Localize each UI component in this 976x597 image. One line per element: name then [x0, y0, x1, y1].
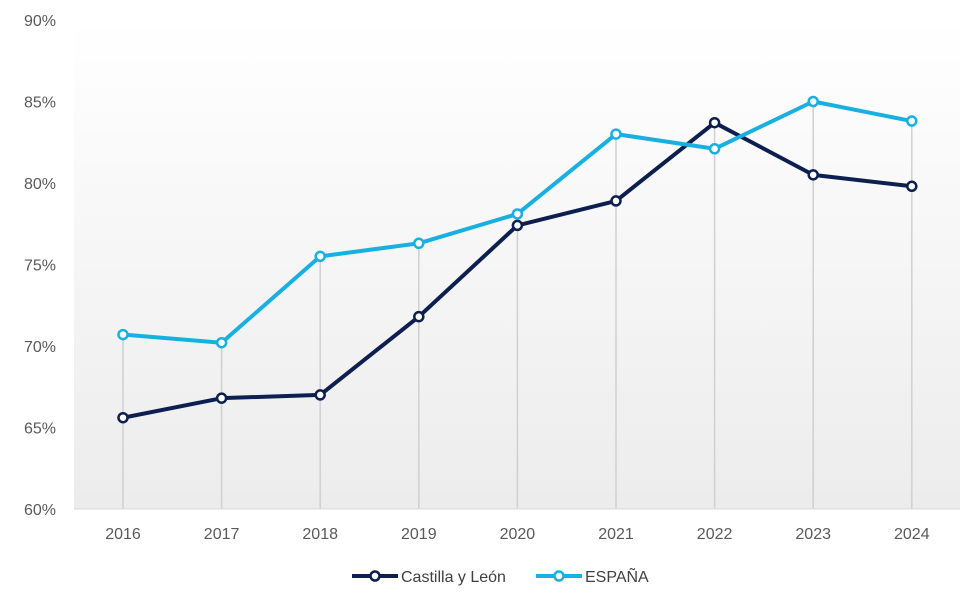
legend-swatch-marker — [369, 570, 381, 582]
legend-label: Castilla y León — [401, 569, 506, 586]
series-layer — [117, 95, 918, 424]
x-tick-label: 2022 — [697, 526, 733, 543]
data-point — [413, 237, 425, 250]
y-tick-label: 75% — [24, 258, 56, 275]
data-point — [807, 169, 819, 181]
legend-item: ESPAÑA — [536, 566, 649, 586]
data-point — [215, 336, 228, 349]
x-tick-label: 2024 — [894, 526, 930, 543]
data-point — [906, 180, 918, 193]
y-tick-label: 85% — [24, 95, 56, 112]
data-point — [215, 392, 228, 404]
data-point — [906, 115, 918, 127]
data-point — [807, 95, 819, 108]
x-tick-label: 2018 — [302, 526, 338, 543]
data-point — [117, 411, 129, 424]
legend-swatch-marker — [553, 570, 565, 582]
data-point — [511, 219, 524, 232]
data-point — [708, 143, 721, 155]
y-tick-label: 60% — [24, 502, 56, 519]
legend-label: ESPAÑA — [585, 566, 649, 586]
data-point — [610, 195, 622, 207]
x-tick-label: 2017 — [204, 526, 240, 543]
x-tick-label: 2021 — [598, 526, 634, 543]
legend: Castilla y León ESPAÑA — [352, 566, 649, 586]
x-axis: 2016 2017 2018 2019 2020 2021 2022 2023 2024 — [105, 526, 929, 543]
x-tick-label: 2023 — [795, 526, 831, 543]
series-1 — [117, 95, 918, 349]
y-tick-label: 70% — [24, 339, 56, 356]
data-point — [413, 310, 425, 323]
y-axis: 60% 65% 70% 75% 80% 85% 90% — [24, 13, 56, 519]
data-point — [511, 208, 524, 220]
x-tick-label: 2020 — [500, 526, 536, 543]
x-tick-label: 2019 — [401, 526, 437, 543]
legend-item: Castilla y León — [352, 569, 506, 586]
x-tick-label: 2016 — [105, 526, 141, 543]
data-point — [117, 328, 129, 341]
y-tick-label: 65% — [24, 421, 56, 438]
y-tick-label: 90% — [24, 13, 56, 30]
data-point — [708, 116, 721, 129]
series-0 — [117, 116, 918, 424]
data-point — [314, 250, 326, 263]
data-point — [314, 389, 326, 401]
y-tick-label: 80% — [24, 176, 56, 193]
data-point — [610, 128, 622, 140]
